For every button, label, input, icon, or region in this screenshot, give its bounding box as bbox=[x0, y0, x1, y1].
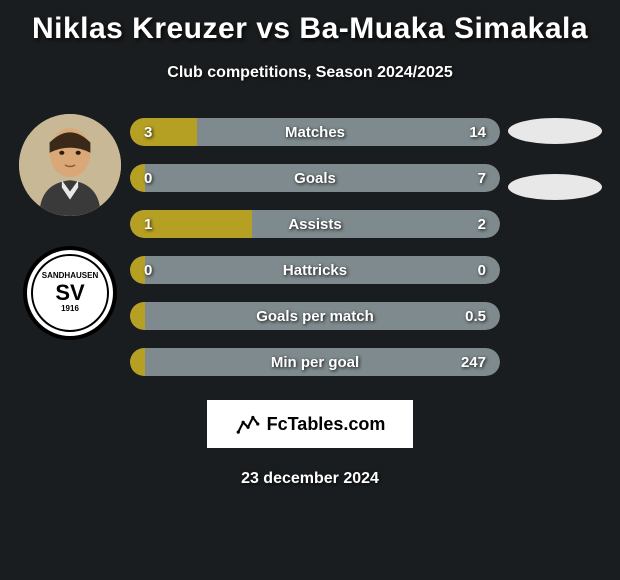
player-photo-placeholder bbox=[19, 114, 121, 216]
ellipse-placeholder bbox=[508, 118, 602, 144]
footer-date: 23 december 2024 bbox=[0, 470, 620, 488]
bar-left-fill bbox=[130, 256, 145, 284]
bar-left-value: 3 bbox=[144, 124, 152, 141]
stat-bar: Min per goal 247 bbox=[130, 348, 500, 376]
stat-bar: 0 Goals 7 bbox=[130, 164, 500, 192]
stat-bars: 3 Matches 14 0 Goals 7 1 Assists 2 0 Hattricks 0 Goa… bbox=[130, 114, 500, 376]
page-subtitle: Club competitions, Season 2024/2025 bbox=[0, 64, 620, 82]
bar-label: Goals per match bbox=[256, 308, 374, 325]
stat-bar: 0 Hattricks 0 bbox=[130, 256, 500, 284]
fctables-icon bbox=[235, 411, 261, 437]
ellipse-placeholder bbox=[508, 174, 602, 200]
bar-left-fill bbox=[130, 348, 145, 376]
bar-label: Matches bbox=[285, 124, 345, 141]
stat-bar: Goals per match 0.5 bbox=[130, 302, 500, 330]
bar-right-value: 0.5 bbox=[465, 308, 486, 325]
bar-left-fill bbox=[130, 164, 145, 192]
club-logo: SANDHAUSEN SV 1916 bbox=[23, 246, 117, 340]
stat-bar: 3 Matches 14 bbox=[130, 118, 500, 146]
bar-left-fill bbox=[130, 118, 197, 146]
club-initials: SV bbox=[55, 281, 84, 305]
bar-label: Goals bbox=[294, 170, 336, 187]
player-avatar bbox=[19, 114, 121, 216]
right-column bbox=[500, 114, 610, 200]
page-title: Niklas Kreuzer vs Ba-Muaka Simakala bbox=[0, 0, 620, 46]
bar-right-value: 14 bbox=[469, 124, 486, 141]
bar-right-value: 247 bbox=[461, 354, 486, 371]
bar-left-value: 0 bbox=[144, 262, 152, 279]
bar-left-value: 1 bbox=[144, 216, 152, 233]
bar-right-value: 2 bbox=[478, 216, 486, 233]
club-logo-inner: SANDHAUSEN SV 1916 bbox=[31, 254, 109, 332]
bar-right-value: 7 bbox=[478, 170, 486, 187]
left-column: SANDHAUSEN SV 1916 bbox=[10, 114, 130, 340]
stat-bar: 1 Assists 2 bbox=[130, 210, 500, 238]
bar-label: Hattricks bbox=[283, 262, 347, 279]
brand-logo: FcTables.com bbox=[207, 400, 413, 448]
bar-left-value: 0 bbox=[144, 170, 152, 187]
bar-label: Assists bbox=[288, 216, 341, 233]
bar-right-value: 0 bbox=[478, 262, 486, 279]
content-area: SANDHAUSEN SV 1916 3 Matches 14 0 Goals 7 1 Ass… bbox=[0, 114, 620, 376]
brand-text: FcTables.com bbox=[267, 414, 386, 435]
bar-label: Min per goal bbox=[271, 354, 359, 371]
bar-left-fill bbox=[130, 302, 145, 330]
club-year: 1916 bbox=[61, 305, 79, 314]
